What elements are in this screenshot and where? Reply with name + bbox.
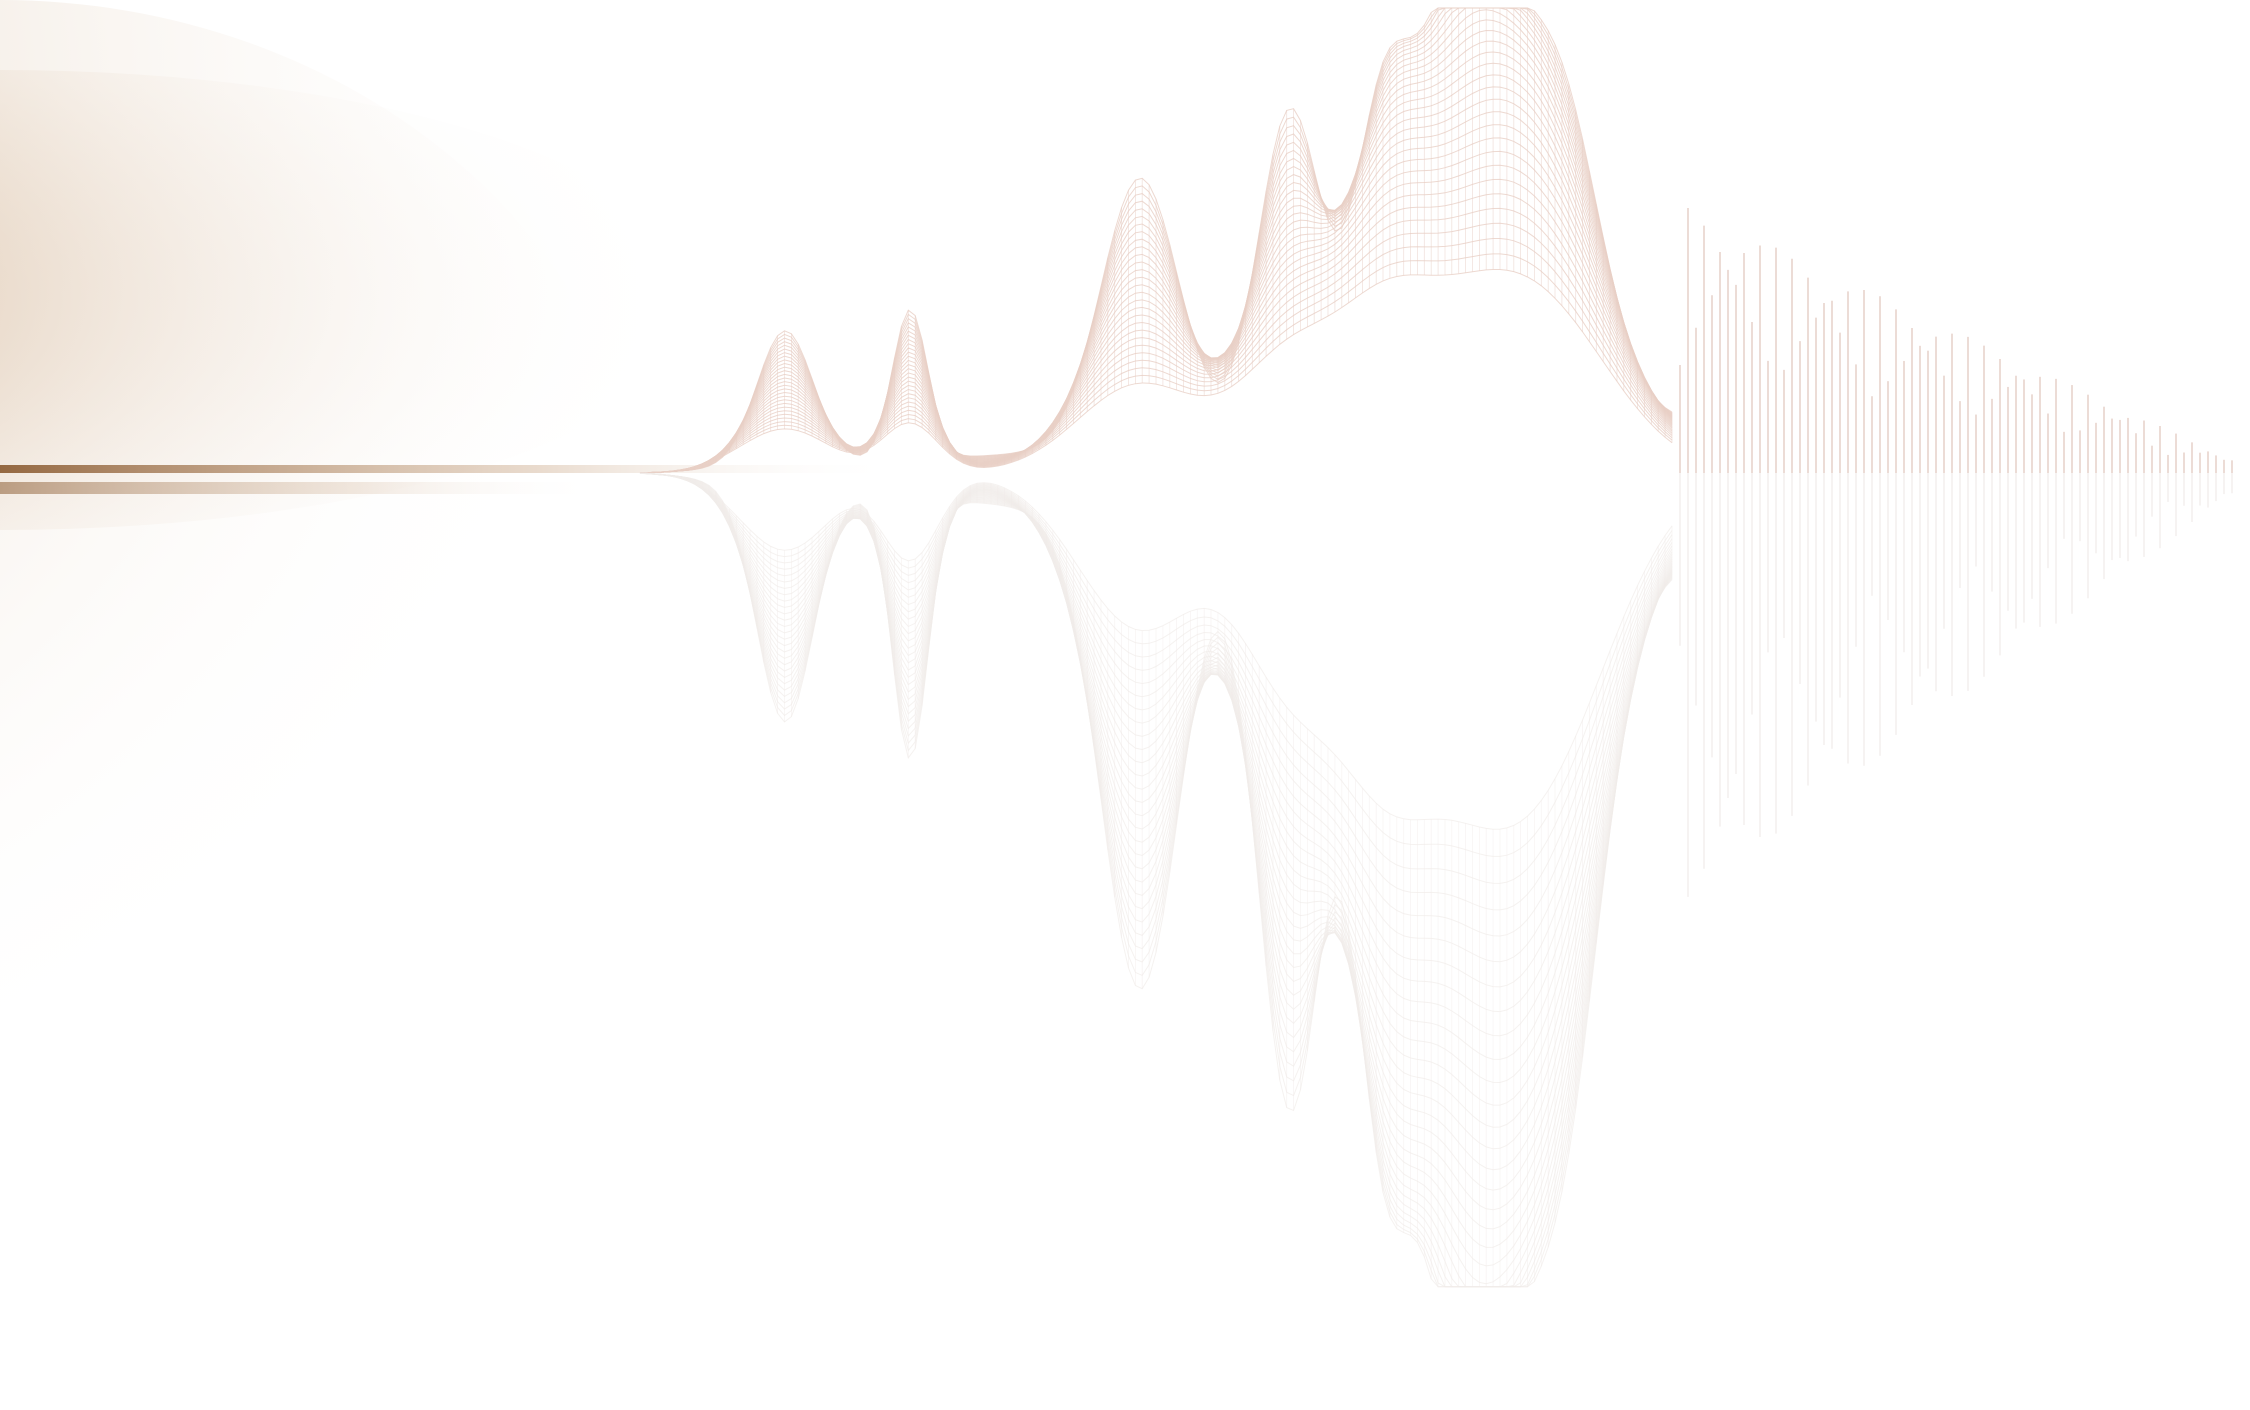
spectrum-bars bbox=[1679, 208, 2233, 897]
wireframe-mountain bbox=[639, 7, 1673, 474]
haze-glow bbox=[0, 0, 900, 1120]
wireframe-reflection bbox=[639, 472, 1673, 1288]
